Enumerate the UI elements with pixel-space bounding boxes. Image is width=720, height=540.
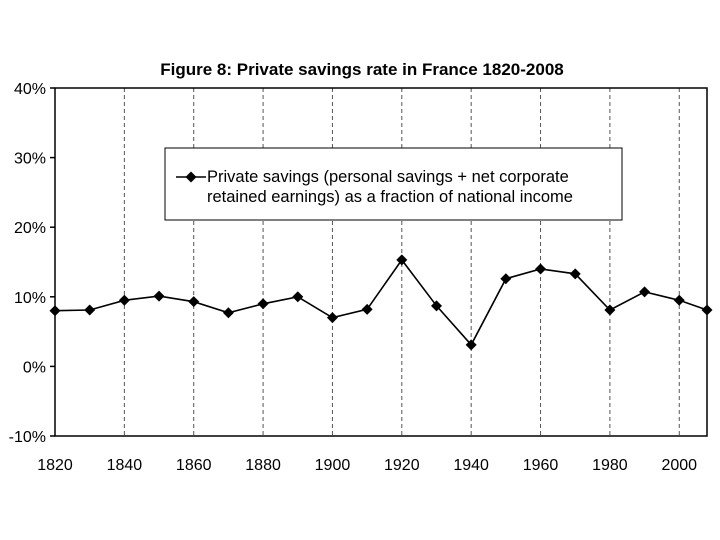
vertical-gridlines <box>123 88 680 436</box>
series-line <box>54 258 708 347</box>
data-point-1920 <box>396 254 408 266</box>
y-tick-label: 0% <box>23 359 46 376</box>
x-tick-label: 1880 <box>245 457 281 474</box>
y-tick-label: 10% <box>14 290 46 307</box>
x-tick-label: 1840 <box>107 457 143 474</box>
data-point-1880 <box>257 298 269 310</box>
data-point-2000 <box>673 294 685 306</box>
y-tick-label: 40% <box>14 81 46 98</box>
legend-box <box>164 147 623 221</box>
data-point-1860 <box>188 296 200 308</box>
x-tick-label: 2000 <box>661 457 697 474</box>
data-point-1940 <box>465 339 477 351</box>
plot-area-frame <box>54 87 708 437</box>
legend-label-line-2: retained earnings) as a fraction of nati… <box>207 188 573 206</box>
data-point-1830 <box>84 304 96 316</box>
y-tick-label: 20% <box>14 220 46 237</box>
x-axis-tick-labels: 1820 1840 1860 1880 1900 1920 1940 1960 1980 2000 <box>37 457 697 474</box>
data-point-1900 <box>326 312 338 324</box>
data-point-1840 <box>118 294 130 306</box>
data-point-1970 <box>569 268 581 280</box>
data-point-1910 <box>361 303 373 315</box>
x-tick-label: 1940 <box>453 457 489 474</box>
x-tick-label: 1860 <box>176 457 212 474</box>
data-point-1870 <box>222 307 234 319</box>
x-tick-label: 1960 <box>523 457 559 474</box>
legend: Private savings (personal savings + net … <box>164 147 623 221</box>
x-tick-label: 1920 <box>384 457 420 474</box>
data-point-1930 <box>430 300 442 312</box>
legend-marker <box>185 171 197 183</box>
data-point-2008 <box>701 304 713 316</box>
y-axis-ticks <box>50 87 55 437</box>
x-tick-label: 1820 <box>37 457 73 474</box>
chart-title: Figure 8: Private savings rate in France… <box>160 60 563 79</box>
data-point-1990 <box>639 286 651 298</box>
data-point-1960 <box>535 263 547 275</box>
series-private-savings <box>49 254 713 351</box>
x-tick-label: 1980 <box>592 457 628 474</box>
y-tick-label: 30% <box>14 151 46 168</box>
data-point-1950 <box>500 273 512 285</box>
y-tick-label: -10% <box>9 429 46 446</box>
data-point-1820 <box>49 305 61 317</box>
x-tick-label: 1900 <box>315 457 351 474</box>
data-point-1890 <box>292 291 304 303</box>
y-axis-tick-labels: -10% 0% 10% 20% 30% 40% <box>9 81 46 446</box>
data-point-1980 <box>604 304 616 316</box>
data-point-1850 <box>153 290 165 302</box>
legend-label-line-1: Private savings (personal savings + net … <box>207 168 569 186</box>
